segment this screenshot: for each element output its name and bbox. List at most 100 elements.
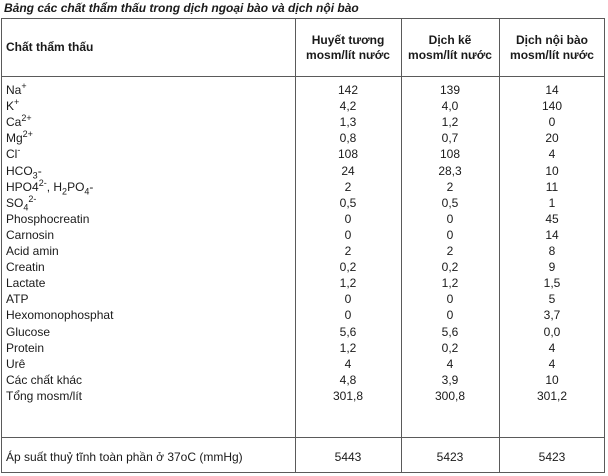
row-substance: Na+ [6,82,27,98]
header-plasma-line1: Huyết tương [311,33,385,47]
row-interstitial-value: 0,2 [441,340,459,355]
row-plasma-value: 0 [344,308,352,323]
row-interstitial-value: 0 [446,292,454,307]
row-plasma-value: 1,3 [339,115,357,130]
row-interstitial-value: 108 [439,147,461,162]
row-plasma-value: 0 [344,211,352,226]
substance-part: Glucose [6,324,51,339]
substance-part: HPO4 [6,179,39,194]
substance-part: - [89,179,94,194]
substance-part: Na [6,83,22,97]
row-intracellular-value: 4 [548,340,556,355]
row-substance: HCO3- [6,163,42,180]
row-substance: Creatin [6,259,45,275]
row-substance: Hexomonophosphat [6,307,113,323]
row-interstitial-value: 0,7 [441,131,459,146]
row-plasma-value: 142 [337,83,359,97]
row-substance: K+ [6,98,19,114]
row-interstitial-value: 1,2 [441,115,459,130]
footer-interstitial: 5423 [436,450,464,464]
row-intracellular-value: 4 [548,147,556,162]
substance-part: 3 [32,169,38,180]
substance-part: PO [67,179,85,194]
substance-part: Acid amin [6,244,59,258]
row-intracellular-value: 14 [545,227,559,242]
row-interstitial-value: 1,2 [441,276,459,291]
row-substance: Acid amin [6,243,59,259]
row-plasma-value: 4 [344,356,352,371]
row-intracellular-value: 4 [548,356,556,371]
row-plasma-value: 1,2 [339,276,357,291]
row-intracellular-value: 0 [548,115,556,130]
row-interstitial-value: 300,8 [434,388,466,403]
row-substance: HPO42-, H2PO4- [6,177,94,196]
substance-part: Carnosin [6,227,55,242]
row-intracellular-value: 8 [548,244,556,258]
row-plasma-value: 0,8 [339,131,357,146]
row-substance: Tổng mosm/lít [6,388,82,404]
substance-part: Hexomonophosphat [6,308,114,323]
substance-part: Các chất khác [6,372,83,387]
row-substance: Glucose [6,324,50,340]
header-divider [2,76,604,77]
row-interstitial-value: 0,2 [441,260,459,275]
row-intracellular-value: 5 [548,292,556,307]
row-intracellular-value: 20 [545,131,559,146]
substance-part: + [14,97,20,108]
row-substance: ATP [6,291,28,307]
row-interstitial-value: 28,3 [438,163,462,178]
row-intracellular-value: 1 [548,195,556,210]
substance-part: Lactate [6,276,46,291]
row-plasma-value: 4,2 [339,99,357,114]
footer-plasma: 5443 [334,450,362,464]
substance-part: K [6,99,15,114]
row-plasma-value: 108 [337,147,359,162]
substance-part: Mg [6,131,23,146]
header-substance: Chất thẩm thấu [6,40,94,54]
substance-part: ATP [6,292,29,307]
substance-part: 2+ [22,129,33,140]
substance-part: + [21,81,27,91]
row-interstitial-value: 0 [446,308,454,323]
row-plasma-value: 2 [344,244,352,258]
row-interstitial-value: 3,9 [441,372,459,387]
row-plasma-value: 4,8 [339,372,357,387]
row-intracellular-value: 0,0 [543,324,561,339]
header-interstitial-line2: mosm/lít nước [408,48,492,62]
table-caption: Bảng các chất thẩm thấu trong dịch ngoại… [4,1,359,15]
row-intracellular-value: 3,7 [543,308,561,323]
row-substance: SO42- [6,193,37,213]
row-substance: Lactate [6,275,45,291]
substance-part: 2+ [21,113,32,124]
substance-part: 2- [38,177,47,188]
substance-part: Protein [6,340,45,355]
substance-part: 4 [84,185,90,196]
row-interstitial-value: 0 [446,211,454,226]
footer-divider [2,437,604,438]
row-plasma-value: 0,2 [339,260,357,275]
row-intracellular-value: 45 [545,211,559,226]
column-divider [295,19,296,472]
substance-part: 2- [28,193,37,204]
row-interstitial-value: 2 [446,244,454,258]
substance-part: SO [6,195,24,210]
row-intracellular-value: 9 [548,260,556,275]
header-intracellular: Dịch nội bào mosm/lít nước [500,33,604,63]
substance-part: 4 [23,202,29,213]
row-substance: Mg2+ [6,130,33,146]
row-interstitial-value: 4 [446,356,454,371]
substance-part: 2 [62,185,68,196]
row-intracellular-value: 11 [545,179,559,194]
row-interstitial-value: 139 [439,83,461,97]
row-plasma-value: 2 [344,179,352,194]
row-substance: Phosphocreatin [6,211,89,227]
row-intracellular-value: 10 [545,163,559,178]
row-plasma-value: 24 [341,163,355,178]
footer-intracellular: 5423 [538,450,566,464]
row-interstitial-value: 0,5 [441,195,459,210]
substance-part: HCO [6,163,33,178]
row-substance: Urê [6,356,25,372]
row-substance: Cl- [6,146,20,162]
osmolar-table: Chất thẩm thấu Huyết tương mosm/lít nước… [1,18,605,473]
row-interstitial-value: 0 [446,227,454,242]
